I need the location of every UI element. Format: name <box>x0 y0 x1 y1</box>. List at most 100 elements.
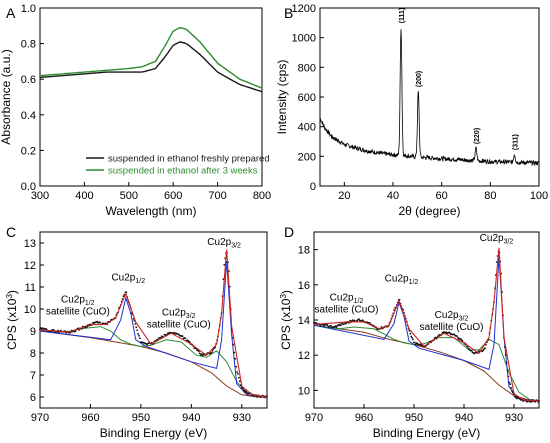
panel-c-peak-annotation-subscript: 3/2 <box>231 243 241 250</box>
panel-letter-a: A <box>6 5 16 21</box>
panel-c-data-point <box>231 336 234 339</box>
panel-a-series-line-2 <box>39 26 263 89</box>
panel-d-data-point <box>510 387 512 389</box>
panel-d-data-point <box>349 319 351 322</box>
panel-letter-d: D <box>284 224 294 240</box>
panel-c-data-point <box>256 396 258 398</box>
panel-d-fit-envelope <box>313 247 540 402</box>
panel-d-peak-annotation: Cu2p3/2 <box>480 233 514 246</box>
panel-b-y-tick-label: 400 <box>298 122 316 134</box>
panel-d-data-point <box>456 335 458 337</box>
panel-d-data-point <box>506 369 509 372</box>
panel-d-data-point <box>335 326 338 328</box>
panel-d-peak-annotation-subscript: 3/2 <box>504 238 514 245</box>
panel-b-y-tick-label: 1000 <box>292 33 316 45</box>
panel-d-x-tick-label: 950 <box>405 412 423 424</box>
panel-d-y-tick-label: 12 <box>298 350 310 362</box>
panel-c-peak-annotation-subscript: 1/2 <box>135 278 145 285</box>
panel-d-data-point <box>413 341 416 344</box>
panel-d-data-point <box>509 383 512 385</box>
panel-d-data-point <box>526 400 529 403</box>
panel-c-data-point <box>139 337 141 340</box>
panel-c-data-point <box>201 354 204 357</box>
panel-c-peak-annotation-subscript: 1/2 <box>85 300 95 307</box>
panel-b-y-tick-label: 800 <box>298 62 316 74</box>
panel-d-peak-annotation-note: satellite (CuO) <box>420 322 484 333</box>
panel-d-peak-annotation: Cu2p1/2 <box>385 273 419 286</box>
panel-a-y-tick-label: 0.4 <box>21 110 36 122</box>
panel-c-peak-annotation: Cu2p3/2 <box>207 237 241 250</box>
panel-c-plot: 970 960 950 940 930 6 7 8 9 10 11 12 13 Binding Energ… <box>5 231 268 440</box>
panel-d-x-tick-label: 960 <box>355 412 373 424</box>
panel-c: C 970 960 950 940 930 6 7 8 9 10 11 12 13 Binding Ene… <box>5 224 268 440</box>
panel-c-peak-annotation: Cu2p1/2 <box>61 294 95 307</box>
panel-d-peak-annotation: Cu2p3/2 <box>435 310 469 323</box>
panel-c-data-point <box>41 327 44 330</box>
panel-b-y-tick-label: 200 <box>298 151 316 163</box>
panel-c-data-point <box>238 380 241 383</box>
panel-a-y-tick-label: 1.0 <box>21 3 36 15</box>
panel-d-y-axis-label-exponent: 3 <box>279 294 288 299</box>
panel-c-peak-annotation-note: satellite (CuO) <box>147 320 211 331</box>
panel-c-data-point <box>237 373 239 375</box>
panel-a-y-tick-label: 0.8 <box>21 39 36 51</box>
panel-c-data-point <box>236 371 238 373</box>
panel-a: A 300 400 500 600 700 800 0.0 0.2 0.4 0.6 0.8 1.0 Wa… <box>0 3 271 218</box>
panel-d-x-tick-label: 930 <box>505 412 523 424</box>
panel-c-data-point <box>135 326 138 329</box>
panel-a-y-axis-label: Absorbance (a.u.) <box>0 49 13 144</box>
panel-a-y-tick-label: 0.2 <box>21 145 36 157</box>
panel-a-x-tick-label: 600 <box>164 190 182 202</box>
panel-c-data-point <box>134 323 137 325</box>
panel-c-y-tick-label: 8 <box>30 348 36 360</box>
panel-a-plot: 300 400 500 600 700 800 0.0 0.2 0.4 0.6 0.8 1.0 Wave… <box>0 3 271 218</box>
panel-c-data-point <box>235 365 238 368</box>
panel-d-data-point <box>470 349 473 352</box>
panel-c-y-tick-label: 9 <box>30 326 36 338</box>
panel-d-y-axis-label-tail: ) <box>279 290 293 294</box>
panel-c-y-axis-label-exponent: 3 <box>5 294 14 299</box>
panel-d-data-point <box>411 337 413 339</box>
panel-d-data-point <box>504 354 507 356</box>
panel-a-series-line-1 <box>39 41 263 93</box>
panel-c-peak-annotation: Cu2p3/2 <box>162 308 196 321</box>
panel-d-y-tick-label: 18 <box>298 245 310 257</box>
panel-a-x-tick-label: 300 <box>31 190 49 202</box>
panel-d-data-point <box>511 390 513 392</box>
panel-c-y-axis-label-tail: ) <box>5 290 19 294</box>
panel-c-y-tick-label: 11 <box>25 282 36 294</box>
panel-d-data-point <box>508 381 511 384</box>
panel-b-y-tick-label: 600 <box>298 92 316 104</box>
panel-d-data-point <box>368 322 371 324</box>
panel-c-data-point <box>233 351 236 354</box>
panel-d: D 970 960 950 940 930 10 12 14 16 18 Binding Energ… <box>279 224 540 440</box>
panel-c-x-tick-label: 940 <box>182 412 200 424</box>
panel-d-x-tick-label: 940 <box>455 412 473 424</box>
panel-d-peak-annotation: Cu2p1/2 <box>330 293 364 306</box>
panel-c-data-point <box>198 352 201 355</box>
panel-d-data-point <box>410 335 413 338</box>
panel-d-y-tick-label: 14 <box>298 315 310 327</box>
panel-c-data-point <box>138 334 140 337</box>
panel-a-x-tick-label: 700 <box>208 190 226 202</box>
panel-a-legend-label: suspended in ethanol after 3 weeks <box>108 166 258 177</box>
panel-b-x-tick-label: 80 <box>484 190 496 202</box>
panel-c-y-tick-label: 13 <box>24 238 36 250</box>
panel-c-data-point <box>223 263 226 266</box>
panel-a-plot-frame <box>39 7 263 187</box>
panel-d-peak-annotation-subscript: 1/2 <box>409 279 419 286</box>
panel-c-data-point <box>210 351 213 354</box>
panel-c-data-point <box>200 353 203 356</box>
panel-c-y-tick-label: 6 <box>30 392 36 404</box>
panel-c-data-point <box>232 343 235 346</box>
panel-d-plot-frame <box>313 231 540 409</box>
panel-d-data-point <box>358 318 360 321</box>
panel-d-data-point <box>445 331 448 333</box>
panel-d-peak-annotation-note: satellite (CuO) <box>315 305 379 316</box>
panel-d-peak-annotation-subscript: 3/2 <box>459 316 469 323</box>
panel-c-y-tick-label: 10 <box>24 304 36 316</box>
panel-c-data-point <box>178 333 180 336</box>
panel-c-fit-background <box>39 330 267 398</box>
panel-d-fit-component-green <box>313 324 540 402</box>
